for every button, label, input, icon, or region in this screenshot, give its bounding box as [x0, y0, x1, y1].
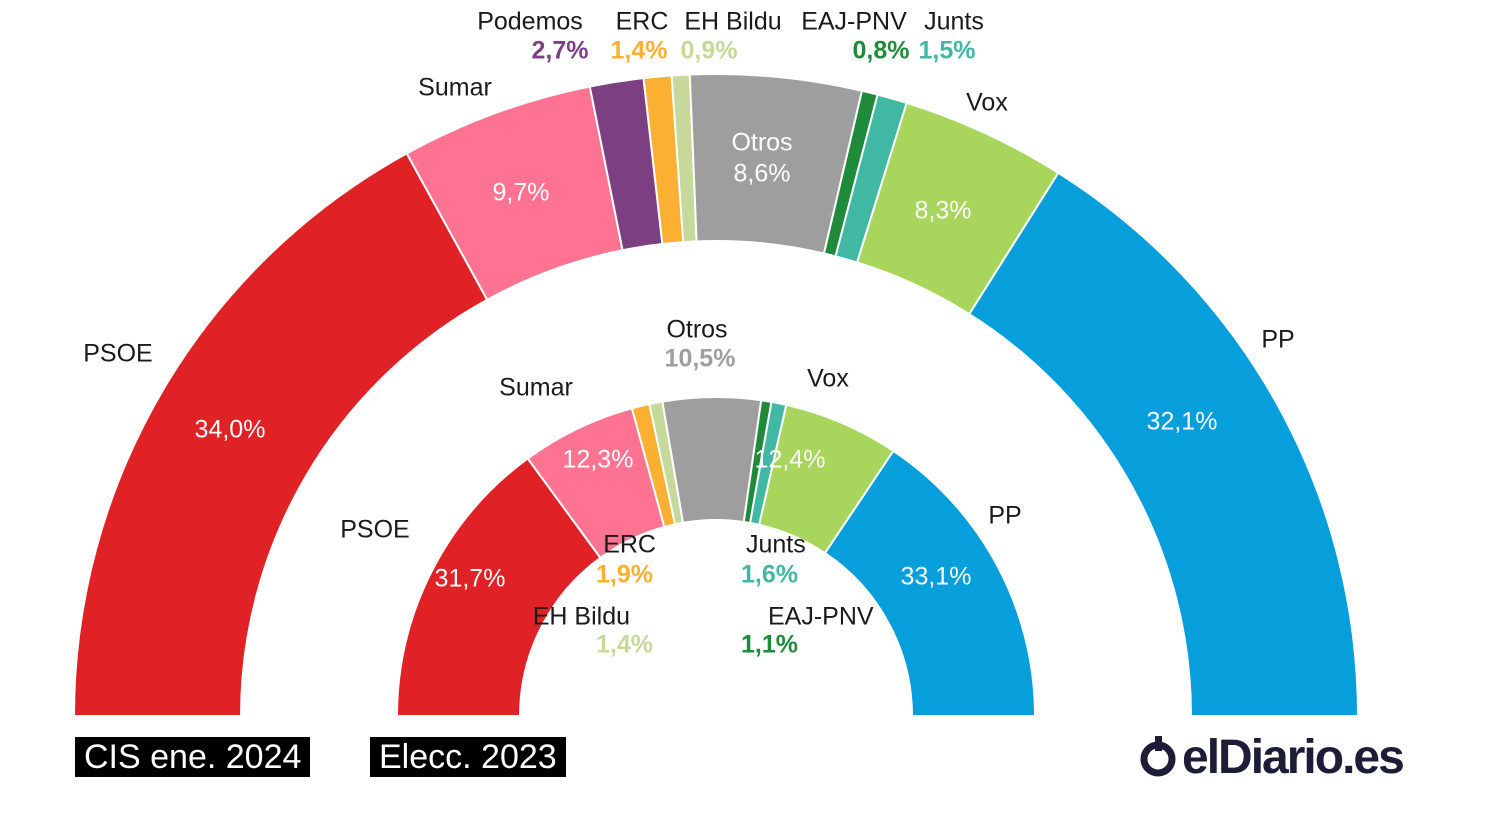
- party-label-elecc-2023-junts: Junts: [746, 531, 806, 559]
- caption-elecciones-2023: Elecc. 2023: [370, 737, 566, 777]
- value-label-elecc-2023-psoe: 31,7%: [435, 565, 506, 593]
- party-label-cis-ene-2024-sumar: Sumar: [418, 74, 492, 102]
- party-label-elecc-2023-erc: ERC: [603, 531, 656, 559]
- party-label-elecc-2023-eh-bildu: EH Bildu: [533, 603, 630, 631]
- party-label-cis-ene-2024-vox: Vox: [966, 89, 1008, 117]
- value-label-cis-ene-2024-sumar: 9,7%: [493, 179, 550, 207]
- value-label-cis-ene-2024-eh-bildu: 0,9%: [681, 37, 738, 65]
- party-label-cis-ene-2024-junts: Junts: [924, 8, 984, 36]
- value-label-elecc-2023-junts: 1,6%: [741, 561, 798, 589]
- value-label-cis-ene-2024-erc: 1,4%: [611, 37, 668, 65]
- party-label-cis-ene-2024-erc: ERC: [616, 8, 669, 36]
- party-label-cis-ene-2024-otros: Otros: [731, 129, 792, 157]
- caption-cis-2024: CIS ene. 2024: [75, 737, 311, 777]
- party-label-cis-ene-2024-psoe: PSOE: [83, 340, 152, 368]
- value-label-cis-ene-2024-junts: 1,5%: [919, 37, 976, 65]
- value-label-elecc-2023-sumar: 12,3%: [563, 446, 634, 474]
- party-label-cis-ene-2024-eaj-pnv: EAJ-PNV: [801, 8, 907, 36]
- value-label-elecc-2023-eaj-pnv: 1,1%: [741, 631, 798, 659]
- outer-ring-cis-2024: [72, 73, 1360, 717]
- value-label-cis-ene-2024-vox: 8,3%: [915, 197, 972, 225]
- party-label-elecc-2023-vox: Vox: [807, 365, 849, 393]
- eldiario-logo: elDiario.es: [1138, 728, 1478, 788]
- slice-cis-ene-2024-pp: [967, 171, 1360, 717]
- value-label-elecc-2023-eh-bildu: 1,4%: [596, 631, 653, 659]
- slice-cis-ene-2024-psoe: [72, 152, 489, 717]
- value-label-cis-ene-2024-eaj-pnv: 0,8%: [853, 37, 910, 65]
- inner-ring-elecciones-2023: [395, 396, 1037, 717]
- value-label-elecc-2023-otros: 10,5%: [665, 345, 736, 373]
- party-label-elecc-2023-pp: PP: [988, 502, 1021, 530]
- slice-elecc-2023-pp: [823, 449, 1037, 717]
- eldiario-logo-icon: [1140, 736, 1176, 777]
- value-label-cis-ene-2024-pp: 32,1%: [1147, 408, 1218, 436]
- party-label-elecc-2023-psoe: PSOE: [340, 516, 409, 544]
- value-label-cis-ene-2024-otros: 8,6%: [734, 160, 791, 188]
- value-label-elecc-2023-vox: 12,4%: [755, 446, 826, 474]
- party-label-cis-ene-2024-pp: PP: [1261, 326, 1294, 354]
- party-label-cis-ene-2024-podemos: Podemos: [477, 8, 583, 36]
- value-label-elecc-2023-erc: 1,9%: [596, 561, 653, 589]
- party-label-cis-ene-2024-eh-bildu: EH Bildu: [684, 8, 781, 36]
- slice-elecc-2023-psoe: [395, 457, 602, 717]
- value-label-cis-ene-2024-podemos: 2,7%: [532, 37, 589, 65]
- party-label-elecc-2023-eaj-pnv: EAJ-PNV: [768, 603, 874, 631]
- value-label-elecc-2023-pp: 33,1%: [901, 563, 972, 591]
- party-label-elecc-2023-sumar: Sumar: [499, 374, 573, 402]
- eldiario-logo-text: elDiario.es: [1182, 731, 1405, 784]
- value-label-cis-ene-2024-psoe: 34,0%: [195, 416, 266, 444]
- party-label-elecc-2023-otros: Otros: [666, 316, 727, 344]
